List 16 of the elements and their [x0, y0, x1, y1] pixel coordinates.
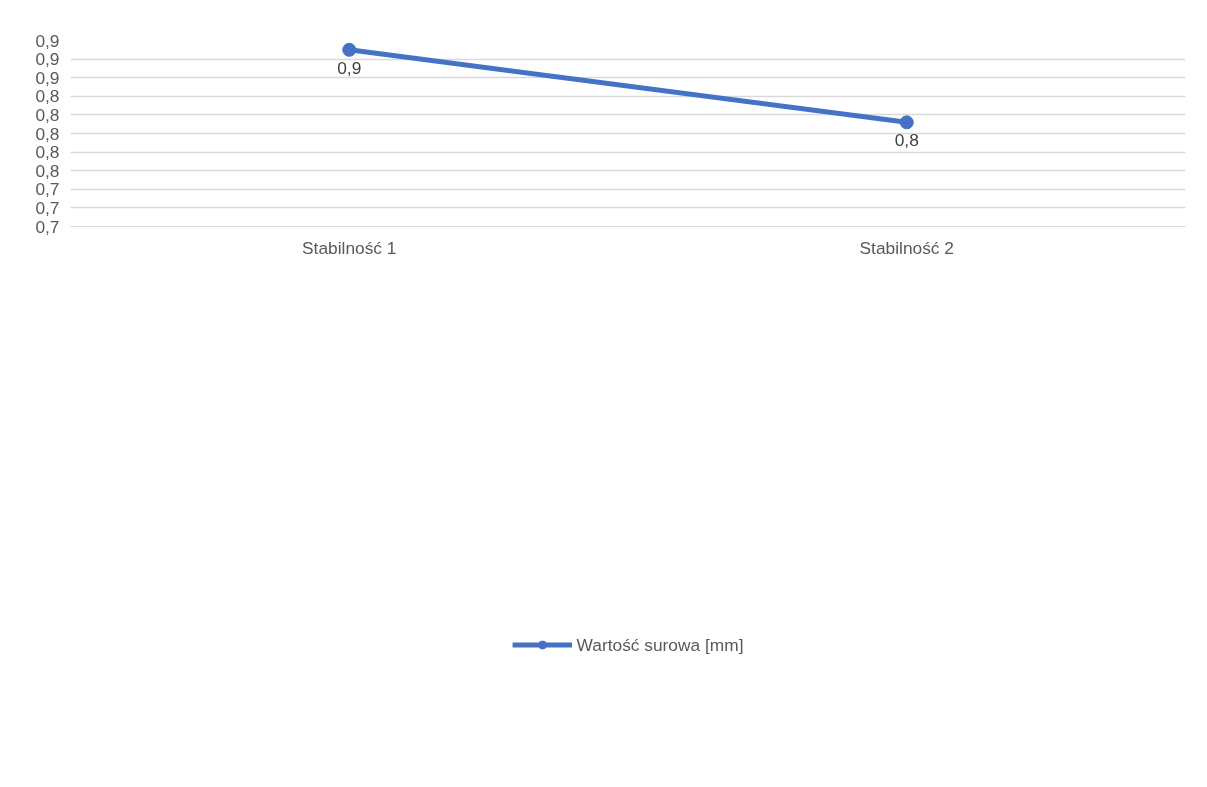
y-tick-label: 0,7 — [35, 216, 60, 237]
x-tick-label: Stabilność 1 — [302, 237, 397, 258]
y-tick-label: 0,9 — [35, 30, 60, 51]
y-tick-label: 0,7 — [35, 197, 60, 218]
y-tick-label: 0,8 — [35, 160, 60, 181]
y-tick-label: 0,8 — [35, 104, 60, 125]
y-tick-label: 0,9 — [35, 49, 60, 70]
y-tick-label: 0,8 — [35, 142, 60, 163]
y-tick-label: 0,7 — [35, 179, 60, 200]
legend-label: Wartość surowa [mm] — [576, 634, 744, 656]
data-label: 0,8 — [894, 130, 919, 151]
y-tick-label: 0,8 — [35, 86, 60, 107]
data-label: 0,9 — [337, 57, 362, 78]
y-tick-label: 0,8 — [35, 123, 60, 144]
x-tick-label: Stabilność 2 — [859, 237, 954, 258]
y-tick-label: 0,9 — [35, 67, 60, 88]
